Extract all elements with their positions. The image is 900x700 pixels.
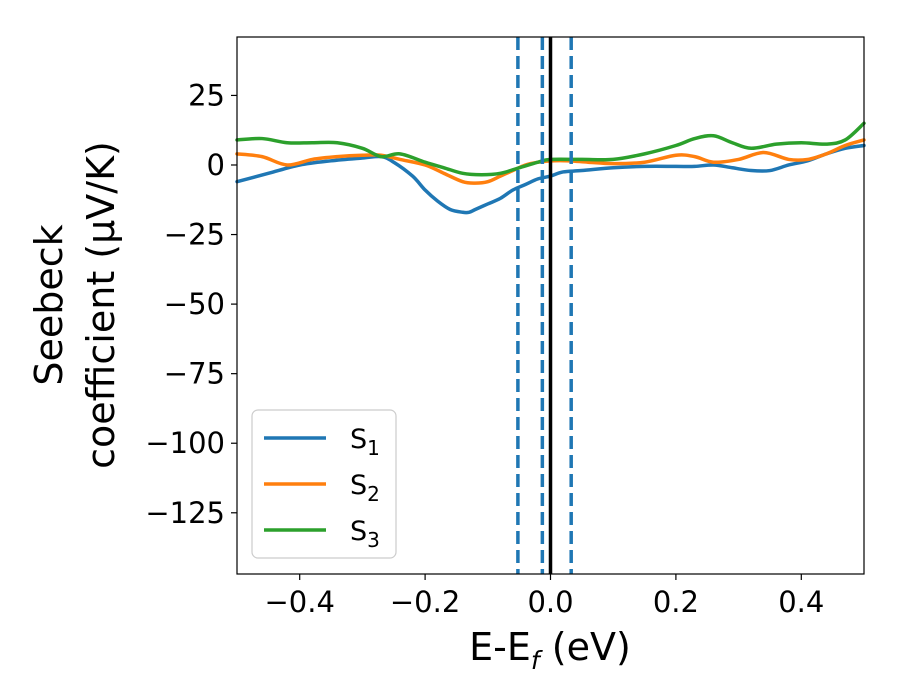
series-line-s3	[235, 121, 866, 177]
y-axis-label-group: Seebeck coefficient (μV/K)	[27, 141, 123, 469]
y-axis-label-line1: Seebeck	[27, 224, 71, 385]
legend-label-s2: S2	[350, 470, 380, 506]
y-tick-label: −75	[164, 357, 225, 391]
y-tick-label: 0	[207, 148, 225, 182]
x-tick-label: 0.4	[778, 585, 824, 619]
series-layer	[235, 121, 866, 215]
legend: S1 S2 S3	[251, 409, 397, 559]
y-tick-label: −125	[145, 496, 225, 530]
series-line-s1	[235, 143, 866, 215]
legend-label-s3: S3	[350, 516, 380, 552]
legend-label-s1: S1	[350, 424, 380, 460]
vertical-lines-layer	[516, 37, 573, 574]
x-tick-label: −0.2	[390, 585, 460, 619]
y-axis-label-line2: coefficient (μV/K)	[79, 141, 123, 469]
x-tick-label: 0.2	[653, 585, 699, 619]
x-ticks: −0.4 −0.2 0.0 0.2 0.4	[264, 574, 824, 619]
x-tick-label: −0.4	[264, 585, 334, 619]
x-tick-label: 0.0	[527, 585, 573, 619]
y-ticks: 25 0 −25 −50 −75 −100 −125	[145, 78, 237, 530]
y-tick-label: −100	[145, 426, 225, 460]
x-axis-label: E-Ef (eV)	[469, 625, 631, 675]
y-tick-label: 25	[188, 78, 225, 112]
y-tick-label: −25	[164, 218, 225, 252]
y-tick-label: −50	[164, 287, 225, 321]
legend-entries: S1 S2 S3	[264, 424, 380, 552]
